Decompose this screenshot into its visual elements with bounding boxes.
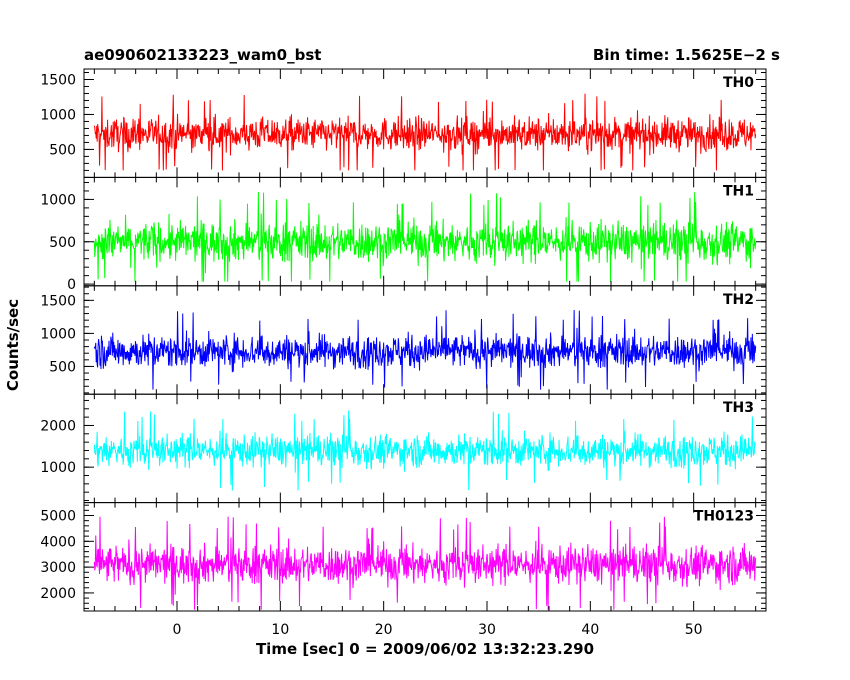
x-tick-label: 30 bbox=[478, 622, 496, 638]
panel-name-label: TH0123 bbox=[694, 509, 754, 525]
panel-name-label: TH2 bbox=[723, 292, 754, 308]
y-tick-label: 1000 bbox=[40, 192, 76, 208]
x-tick-label: 40 bbox=[581, 622, 599, 638]
y-tick-label: 3000 bbox=[40, 560, 76, 576]
panel-th3: 1000 2000 TH3 bbox=[40, 393, 767, 504]
x-axis-label: Time [sec] 0 = 2009/06/02 13:32:23.290 bbox=[256, 640, 594, 658]
y-tick-label: 1000 bbox=[40, 326, 76, 342]
panel-frame bbox=[83, 68, 767, 178]
panel-th1: 0 500 1000 TH1 bbox=[40, 176, 767, 293]
series-th1 bbox=[93, 192, 757, 282]
y-tick-label: 5000 bbox=[40, 509, 76, 525]
series-th0 bbox=[93, 93, 757, 171]
y-tick-label: 1500 bbox=[40, 72, 76, 88]
x-tick-label: 20 bbox=[375, 622, 393, 638]
chart-title-left: ae090602133223_wam0_bst bbox=[84, 46, 321, 64]
chart-title-right: Bin time: 1.5625E−2 s bbox=[593, 46, 780, 64]
y-tick-label: 0 bbox=[67, 277, 76, 293]
y-axis-label: Counts/sec bbox=[4, 299, 22, 391]
panel-name-label: TH0 bbox=[723, 75, 754, 91]
y-tick-label: 2000 bbox=[40, 418, 76, 434]
y-tick-label: 1000 bbox=[40, 460, 76, 476]
series-th2 bbox=[93, 310, 757, 390]
x-tick-label: 50 bbox=[685, 622, 703, 638]
panel-th0123: 2000 3000 4000 5000 TH0123 bbox=[40, 502, 767, 612]
y-tick-label: 1000 bbox=[40, 107, 76, 123]
y-tick-label: 4000 bbox=[40, 534, 76, 550]
series-th3 bbox=[93, 410, 756, 491]
y-tick-label: 500 bbox=[49, 235, 76, 251]
panel-th0: 500 1000 1500 TH0 bbox=[40, 68, 767, 178]
y-tick-label: 2000 bbox=[40, 586, 76, 602]
x-tick-label: 0 bbox=[173, 622, 182, 638]
y-tick-label: 500 bbox=[49, 142, 76, 158]
y-tick-label: 1500 bbox=[40, 293, 76, 309]
x-tick-label: 10 bbox=[271, 622, 289, 638]
panel-th2: 500 1000 1500 TH2 bbox=[40, 285, 767, 395]
series-th0123 bbox=[93, 516, 757, 610]
panel-name-label: TH1 bbox=[723, 183, 754, 199]
y-tick-label: 500 bbox=[49, 359, 76, 375]
panel-name-label: TH3 bbox=[723, 400, 754, 416]
